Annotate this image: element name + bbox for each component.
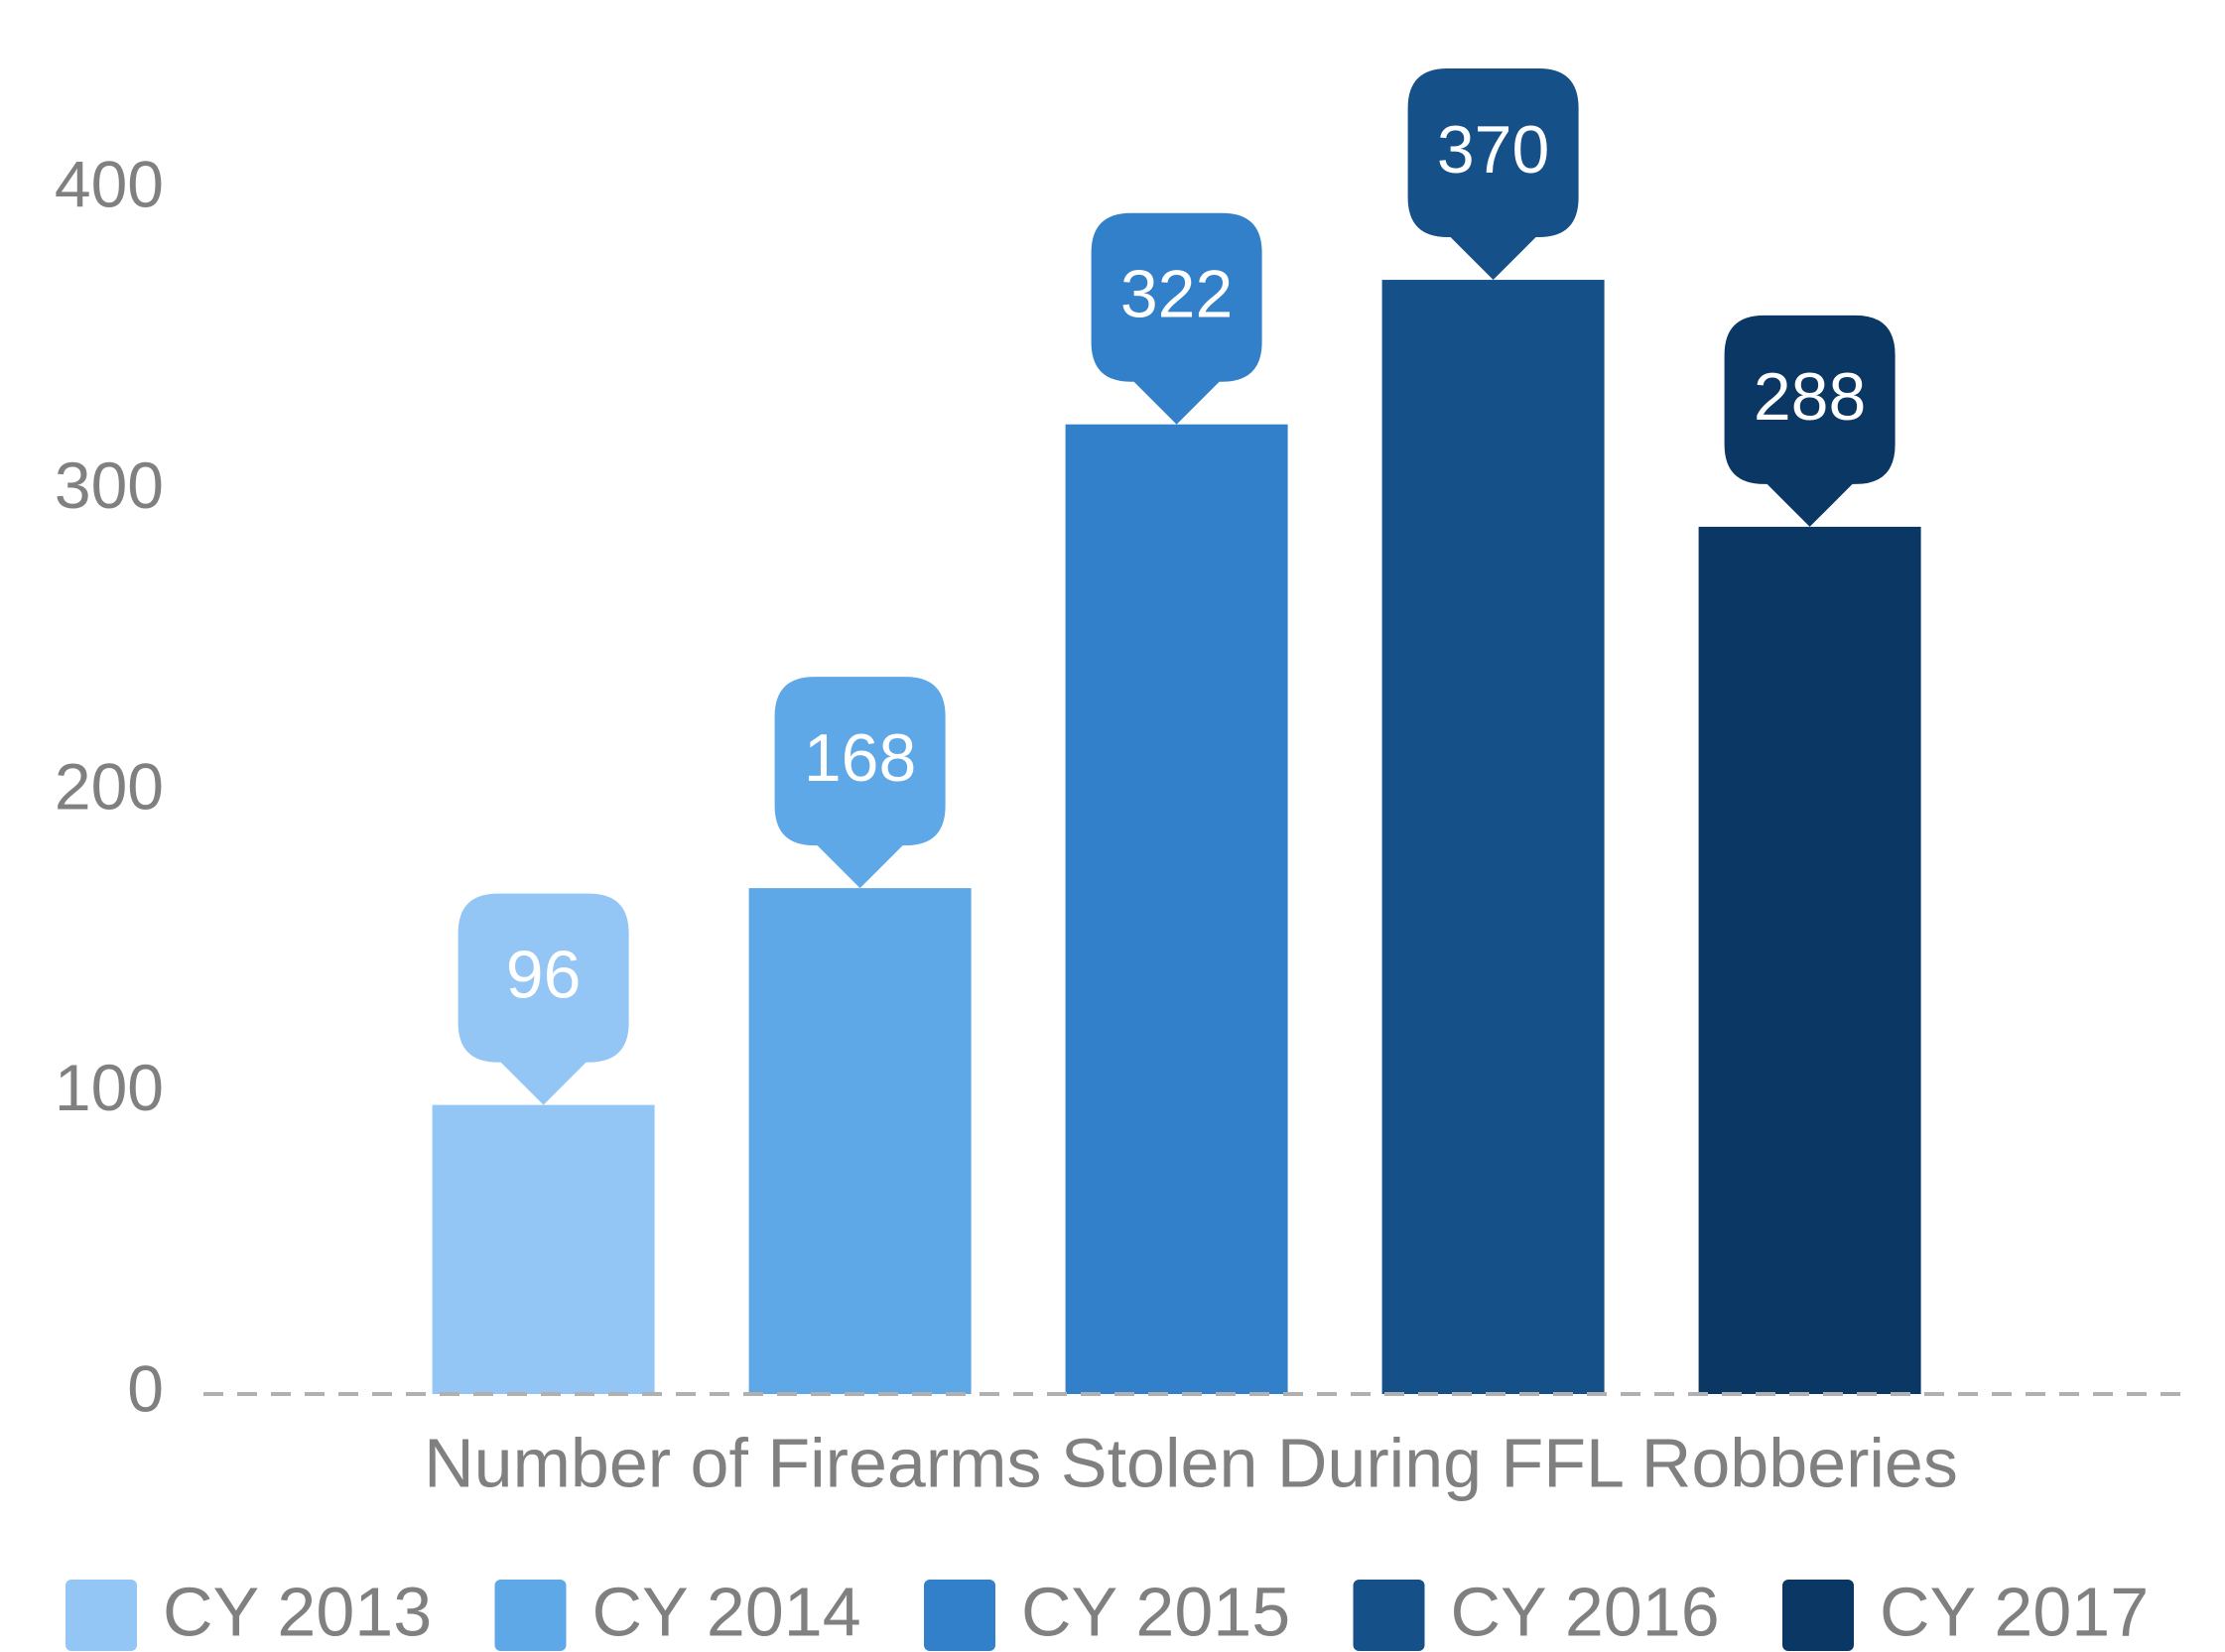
legend-label: CY 2016 — [1451, 1573, 1720, 1650]
y-tick-label: 0 — [127, 1351, 164, 1425]
data-label: 370 — [1437, 112, 1549, 188]
y-tick-label: 400 — [55, 147, 164, 220]
data-label-callout — [774, 677, 946, 889]
legend-label: CY 2015 — [1021, 1573, 1290, 1650]
y-tick-label: 100 — [55, 1051, 164, 1124]
data-label-callout — [1724, 315, 1896, 527]
data-label-callout — [1091, 212, 1262, 425]
data-label: 288 — [1754, 359, 1866, 435]
bar — [432, 1104, 655, 1394]
data-label: 168 — [804, 720, 916, 796]
y-tick-label: 200 — [55, 749, 164, 823]
legend-label: CY 2014 — [592, 1573, 861, 1650]
legend-swatch — [1782, 1580, 1854, 1651]
x-tick-label: Number of Firearms Stolen During FFL Rob… — [424, 1424, 1958, 1501]
legend-swatch — [65, 1580, 137, 1651]
data-label: 322 — [1120, 257, 1233, 332]
legend-label: CY 2013 — [163, 1573, 432, 1650]
bar — [1698, 526, 1921, 1394]
legend-swatch — [1353, 1580, 1425, 1651]
y-tick-label: 300 — [55, 448, 164, 522]
legend-swatch — [494, 1580, 567, 1651]
data-label-callout — [458, 893, 629, 1105]
bar — [748, 888, 972, 1394]
legend-label: CY 2017 — [1880, 1573, 2149, 1650]
data-label-callout — [1407, 68, 1579, 281]
legend-swatch — [924, 1580, 995, 1651]
data-label: 96 — [506, 938, 582, 1013]
bar — [1065, 424, 1288, 1395]
bar — [1381, 280, 1605, 1394]
